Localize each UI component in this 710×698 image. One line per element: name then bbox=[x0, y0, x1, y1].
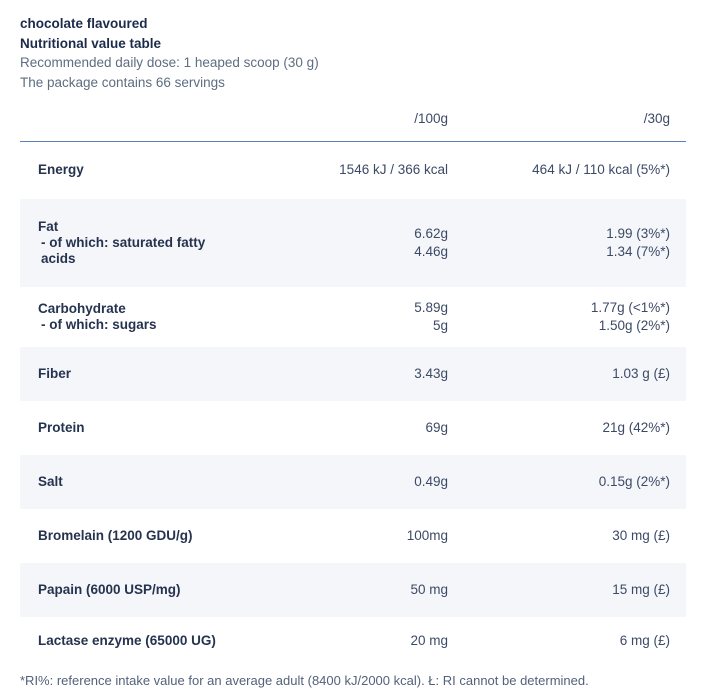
row-sublabel-text: - of which: saturated fatty acids bbox=[41, 234, 206, 266]
row-label: Fat - of which: saturated fatty acids bbox=[20, 219, 248, 267]
row-label: Papain (6000 USP/mg) bbox=[20, 582, 248, 598]
row-label: Energy bbox=[20, 162, 248, 178]
table-row-lactase: Lactase enzyme (65000 UG) 20 mg 6 mg (£) bbox=[20, 617, 686, 665]
value-line: 1546 kJ / 366 kcal bbox=[339, 162, 448, 178]
value-line: 50 mg bbox=[410, 581, 448, 597]
value-line: 15 mg (£) bbox=[612, 581, 670, 597]
value-line: 5.89g bbox=[414, 300, 448, 315]
row-label-text: Papain (6000 USP/mg) bbox=[38, 581, 181, 597]
value-per-30g: 464 kJ / 110 kcal (5%*) bbox=[448, 161, 670, 179]
row-label-text: Fat bbox=[38, 218, 59, 234]
value-per-30g: 15 mg (£) bbox=[448, 581, 670, 599]
table-header-row: /100g /30g bbox=[20, 92, 686, 142]
column-header-per-30g: /30g bbox=[643, 111, 670, 126]
value-per-100g: 20 mg bbox=[248, 632, 448, 650]
value-line: 3.43g bbox=[414, 365, 448, 381]
table-row-protein: Protein 69g 21g (42%*) bbox=[20, 401, 686, 455]
row-label: Lactase enzyme (65000 UG) bbox=[20, 633, 248, 649]
column-header-per-100g: /100g bbox=[414, 111, 448, 126]
value-per-30g: 1.03 g (£) bbox=[448, 365, 670, 383]
value-line: 6 mg (£) bbox=[619, 632, 670, 648]
value-line: 6.62g bbox=[414, 226, 448, 241]
page-header: chocolate flavoured Nutritional value ta… bbox=[20, 14, 686, 92]
value-line: 30 mg (£) bbox=[612, 527, 670, 543]
row-label: Protein bbox=[20, 420, 248, 436]
row-label-text: Lactase enzyme (65000 UG) bbox=[38, 632, 216, 648]
value-per-100g: 5.89g 5g bbox=[248, 299, 448, 334]
row-sublabel-text: - of which: sugars bbox=[41, 316, 157, 332]
value-line: 1.99 (3%*) bbox=[606, 226, 670, 241]
value-per-30g: 1.77g (<1%*) 1.50g (2%*) bbox=[448, 299, 670, 334]
product-flavour: chocolate flavoured bbox=[20, 16, 148, 31]
table-row-papain: Papain (6000 USP/mg) 50 mg 15 mg (£) bbox=[20, 562, 686, 617]
value-line: 1.34 (7%*) bbox=[606, 243, 670, 259]
row-label: Carbohydrate - of which: sugars bbox=[20, 301, 248, 333]
value-per-100g: 100mg bbox=[248, 527, 448, 545]
row-label: Bromelain (1200 GDU/g) bbox=[20, 528, 248, 544]
value-line: 100mg bbox=[406, 527, 448, 543]
row-label: Fiber bbox=[20, 366, 248, 382]
row-label-text: Carbohydrate bbox=[38, 300, 126, 316]
value-per-30g: 30 mg (£) bbox=[448, 527, 670, 545]
value-line: 1.50g (2%*) bbox=[598, 317, 670, 333]
table-title: Nutritional value table bbox=[20, 35, 162, 51]
value-per-100g: 50 mg bbox=[248, 581, 448, 599]
row-label-text: Protein bbox=[38, 419, 85, 435]
nutrition-table: /100g /30g Energy 1546 kJ / 366 kcal 464… bbox=[20, 92, 686, 665]
row-label-text: Bromelain (1200 GDU/g) bbox=[38, 527, 193, 543]
reference-intake-footnote: *RI%: reference intake value for an aver… bbox=[20, 672, 589, 688]
value-per-100g: 3.43g bbox=[248, 365, 448, 383]
value-per-100g: 0.49g bbox=[248, 473, 448, 491]
value-per-30g: 6 mg (£) bbox=[448, 632, 670, 650]
value-line: 1.77g (<1%*) bbox=[590, 300, 670, 315]
value-line: 5g bbox=[432, 317, 448, 333]
value-per-100g: 6.62g 4.46g bbox=[248, 225, 448, 260]
recommended-dose: Recommended daily dose: 1 heaped scoop (… bbox=[20, 55, 319, 70]
value-line: 0.15g (2%*) bbox=[598, 473, 670, 489]
table-row-fiber: Fiber 3.43g 1.03 g (£) bbox=[20, 346, 686, 401]
value-per-30g: 1.99 (3%*) 1.34 (7%*) bbox=[448, 225, 670, 260]
value-line: 20 mg bbox=[410, 632, 448, 648]
row-label: Salt bbox=[20, 474, 248, 490]
value-line: 4.46g bbox=[414, 243, 448, 259]
table-row-carbohydrate: Carbohydrate - of which: sugars 5.89g 5g… bbox=[20, 287, 686, 347]
servings-info: The package contains 66 servings bbox=[20, 74, 225, 90]
value-per-30g: 0.15g (2%*) bbox=[448, 473, 670, 491]
table-row-bromelain: Bromelain (1200 GDU/g) 100mg 30 mg (£) bbox=[20, 509, 686, 563]
value-per-30g: 21g (42%*) bbox=[448, 419, 670, 437]
row-label-text: Energy bbox=[38, 162, 84, 177]
table-row-salt: Salt 0.49g 0.15g (2%*) bbox=[20, 454, 686, 509]
value-per-100g: 69g bbox=[248, 419, 448, 437]
row-label-text: Fiber bbox=[38, 365, 72, 381]
value-line: 0.49g bbox=[414, 473, 448, 489]
table-row-fat: Fat - of which: saturated fatty acids 6.… bbox=[20, 198, 686, 287]
table-row-energy: Energy 1546 kJ / 366 kcal 464 kJ / 110 k… bbox=[20, 142, 686, 199]
value-line: 464 kJ / 110 kcal (5%*) bbox=[532, 162, 670, 178]
row-label-text: Salt bbox=[38, 473, 63, 489]
value-line: 69g bbox=[425, 419, 448, 435]
value-line: 21g (42%*) bbox=[602, 419, 670, 435]
value-per-100g: 1546 kJ / 366 kcal bbox=[248, 161, 448, 179]
value-line: 1.03 g (£) bbox=[612, 365, 670, 381]
